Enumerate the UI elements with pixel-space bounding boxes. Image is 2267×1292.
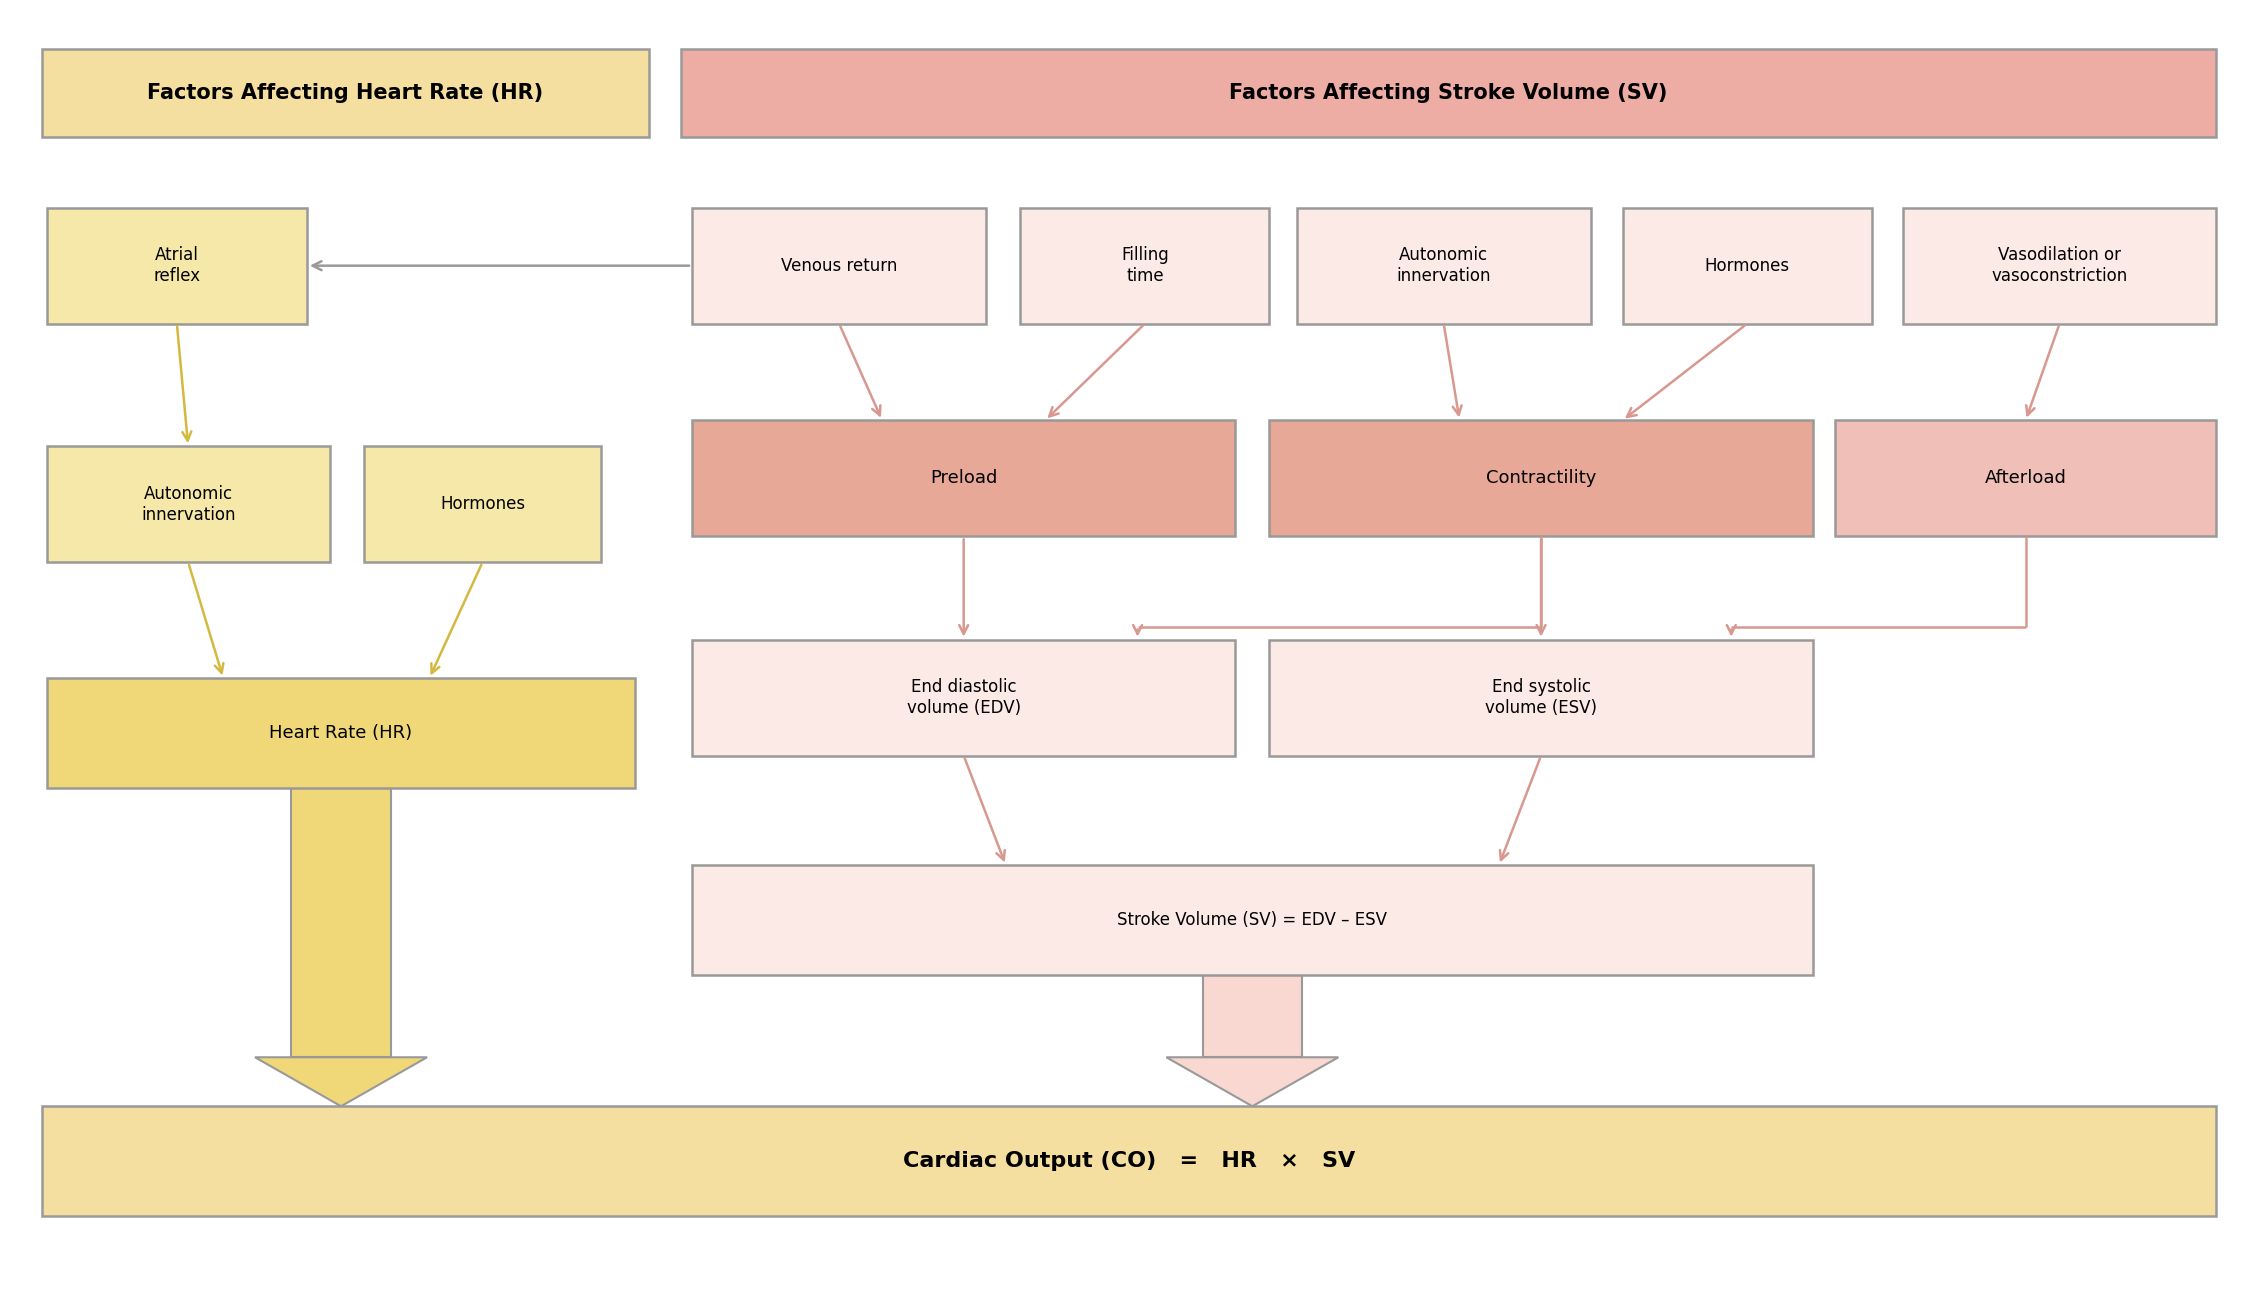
FancyBboxPatch shape: [1270, 640, 1814, 756]
Text: Hormones: Hormones: [1705, 257, 1789, 275]
FancyBboxPatch shape: [48, 208, 306, 324]
Polygon shape: [1165, 1057, 1338, 1106]
Polygon shape: [254, 1057, 426, 1106]
FancyBboxPatch shape: [691, 420, 1236, 536]
FancyBboxPatch shape: [1297, 208, 1591, 324]
Text: Hormones: Hormones: [440, 495, 526, 513]
FancyBboxPatch shape: [48, 678, 635, 788]
FancyBboxPatch shape: [48, 446, 329, 562]
FancyBboxPatch shape: [1623, 208, 1873, 324]
FancyBboxPatch shape: [691, 640, 1236, 756]
FancyBboxPatch shape: [1020, 208, 1270, 324]
FancyBboxPatch shape: [43, 49, 648, 137]
Text: Vasodilation or
vasoconstriction: Vasodilation or vasoconstriction: [1990, 247, 2129, 286]
Text: Filling
time: Filling time: [1120, 247, 1170, 286]
Text: Heart Rate (HR): Heart Rate (HR): [270, 724, 413, 742]
Text: Venous return: Venous return: [780, 257, 898, 275]
Text: Stroke Volume (SV) = EDV – ESV: Stroke Volume (SV) = EDV – ESV: [1118, 911, 1387, 929]
FancyBboxPatch shape: [1904, 208, 2215, 324]
FancyBboxPatch shape: [1270, 420, 1814, 536]
FancyBboxPatch shape: [691, 208, 986, 324]
Text: Factors Affecting Stroke Volume (SV): Factors Affecting Stroke Volume (SV): [1229, 83, 1669, 103]
Text: Autonomic
innervation: Autonomic innervation: [141, 484, 236, 523]
Polygon shape: [1202, 974, 1301, 1057]
Text: Preload: Preload: [929, 469, 997, 487]
Text: End systolic
volume (ESV): End systolic volume (ESV): [1485, 678, 1596, 717]
Text: Cardiac Output (CO)   =   HR   ×   SV: Cardiac Output (CO) = HR × SV: [902, 1151, 1356, 1171]
Text: End diastolic
volume (EDV): End diastolic volume (EDV): [907, 678, 1020, 717]
Text: Afterload: Afterload: [1984, 469, 2068, 487]
Text: Factors Affecting Heart Rate (HR): Factors Affecting Heart Rate (HR): [147, 83, 544, 103]
Text: Contractility: Contractility: [1485, 469, 1596, 487]
Text: Autonomic
innervation: Autonomic innervation: [1396, 247, 1492, 286]
FancyBboxPatch shape: [691, 866, 1814, 974]
FancyBboxPatch shape: [1836, 420, 2215, 536]
FancyBboxPatch shape: [680, 49, 2215, 137]
Polygon shape: [290, 788, 390, 1057]
FancyBboxPatch shape: [43, 1106, 2215, 1216]
Text: Atrial
reflex: Atrial reflex: [154, 247, 199, 286]
FancyBboxPatch shape: [363, 446, 601, 562]
